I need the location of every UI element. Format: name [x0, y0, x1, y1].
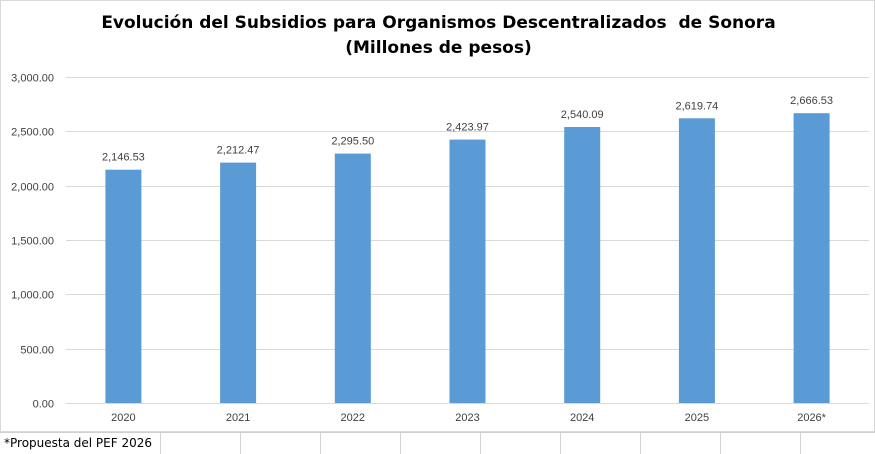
footer-cell — [161, 433, 241, 454]
y-tick-label: 500.00 — [20, 345, 54, 357]
x-tick-label: 2022 — [341, 412, 365, 424]
x-tick-label: 2023 — [455, 412, 479, 424]
x-tick-label: 2020 — [111, 412, 135, 424]
footer-cell — [241, 433, 321, 454]
chart-area: Evolución del Subsidios para Organismos … — [0, 0, 875, 432]
data-label: 2,146.53 — [102, 152, 145, 164]
bar-plot: 0.00 500.00 1,000.00 1,500.00 2,000.00 2,500.… — [11, 73, 869, 424]
footer-cell — [0, 433, 161, 454]
data-label: 2,540.09 — [561, 109, 604, 121]
y-tick-label: 1,000.00 — [11, 290, 54, 302]
spreadsheet-footer-row: *Propuesta del PEF 2026 — [0, 432, 875, 454]
y-tick-label: 3,000.00 — [11, 73, 54, 85]
bar — [678, 118, 715, 404]
footer-cell — [641, 433, 721, 454]
data-label: 2,619.74 — [675, 100, 718, 112]
bar — [564, 127, 601, 403]
y-tick-label: 2,500.00 — [11, 127, 54, 139]
data-label: 2,212.47 — [217, 145, 260, 157]
data-label: 2,423.97 — [446, 122, 489, 134]
bar — [793, 113, 830, 403]
x-tick-label: 2026* — [797, 412, 826, 424]
y-tick-label: 2,000.00 — [11, 182, 54, 194]
bar — [105, 169, 142, 403]
chart-title-main: Evolución del Subsidios para Organismos … — [101, 13, 776, 33]
y-tick-label: 0.00 — [33, 399, 54, 411]
bar — [220, 162, 257, 403]
x-tick-label: 2025 — [685, 412, 709, 424]
footer-cell — [561, 433, 641, 454]
y-tick-label: 1,500.00 — [11, 236, 54, 248]
footer-cell — [481, 433, 561, 454]
footer-cell — [401, 433, 481, 454]
footnote: *Propuesta del PEF 2026 — [4, 436, 152, 450]
data-label: 2,295.50 — [331, 136, 374, 148]
data-label: 2,666.53 — [790, 95, 833, 107]
footer-cell — [321, 433, 401, 454]
footer-cell — [721, 433, 801, 454]
x-tick-label: 2021 — [226, 412, 250, 424]
bar — [449, 139, 486, 403]
bar — [334, 153, 371, 403]
chart-subtitle: (Millones de pesos) — [345, 38, 532, 58]
x-tick-label: 2024 — [570, 412, 594, 424]
chart-title: Evolución del Subsidios para Organismos … — [1, 11, 875, 61]
